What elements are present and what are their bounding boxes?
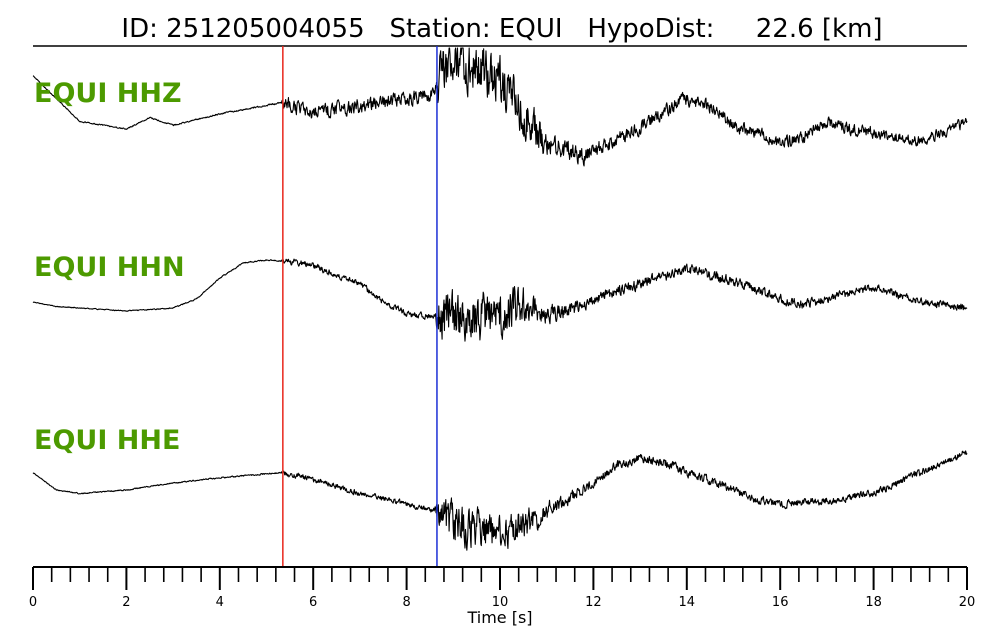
x-tick-label: 2 bbox=[122, 595, 130, 610]
x-tick-label: 14 bbox=[679, 595, 696, 610]
x-axis-tick-labels: 0 2 4 6 8 10 12 14 16 18 20 bbox=[29, 595, 975, 610]
x-tick-label: 4 bbox=[216, 595, 224, 610]
x-axis-label: Time [s] bbox=[466, 608, 532, 627]
x-axis-ticks bbox=[32, 567, 968, 590]
trace-group bbox=[32, 47, 968, 551]
x-tick-label: 10 bbox=[492, 595, 509, 610]
trace-hhz bbox=[32, 47, 968, 167]
channel-label-hhz: EQUI HHZ bbox=[34, 78, 182, 109]
x-tick-label: 12 bbox=[585, 595, 602, 610]
title-hypodist-label: HypoDist: bbox=[587, 14, 714, 44]
title-hypodist-value: 22.6 bbox=[756, 14, 814, 44]
pick-lines bbox=[282, 46, 438, 567]
title-hypodist-unit: [km] bbox=[822, 14, 883, 44]
x-tick-label: 8 bbox=[402, 595, 410, 610]
x-tick-label: 18 bbox=[865, 595, 882, 610]
x-tick-label: 20 bbox=[959, 595, 976, 610]
trace-hhn bbox=[32, 258, 968, 342]
channel-label-hhe: EQUI HHE bbox=[34, 425, 180, 456]
title-id-label: ID: bbox=[121, 14, 157, 44]
title-station-label: Station: bbox=[389, 14, 490, 44]
channel-labels: EQUI HHZ EQUI HHN EQUI HHE bbox=[34, 78, 185, 456]
x-tick-label: 16 bbox=[772, 595, 789, 610]
title-station-value: EQUI bbox=[499, 14, 563, 44]
title-id-value: 251205004055 bbox=[166, 14, 365, 44]
channel-label-hhn: EQUI HHN bbox=[34, 252, 185, 283]
x-tick-label: 0 bbox=[29, 595, 37, 610]
x-tick-label: 6 bbox=[309, 595, 317, 610]
chart-title: ID: 251205004055 Station: EQUI HypoDist:… bbox=[121, 14, 882, 44]
trace-hhe bbox=[32, 450, 968, 551]
